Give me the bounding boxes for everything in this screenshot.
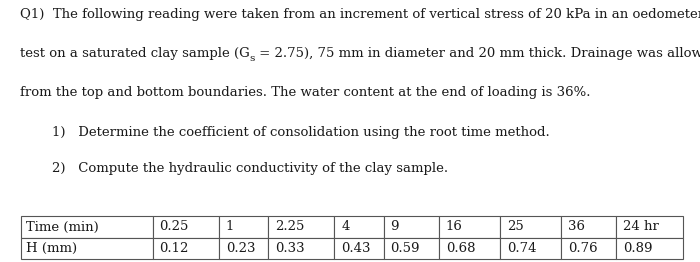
Text: Q1)  The following reading were taken from an increment of vertical stress of 20: Q1) The following reading were taken fro…	[20, 8, 700, 21]
Text: test on a saturated clay sample (G: test on a saturated clay sample (G	[20, 47, 249, 60]
Text: 4: 4	[342, 220, 350, 233]
Text: 0.89: 0.89	[623, 242, 653, 255]
Text: 9: 9	[391, 220, 399, 233]
Text: 0.25: 0.25	[160, 220, 189, 233]
Text: 2.25: 2.25	[275, 220, 304, 233]
Text: 0.33: 0.33	[275, 242, 304, 255]
Text: 24 hr: 24 hr	[623, 220, 659, 233]
Text: 0.68: 0.68	[446, 242, 475, 255]
Text: 0.74: 0.74	[507, 242, 536, 255]
Text: 1: 1	[226, 220, 234, 233]
Text: Time (min): Time (min)	[26, 220, 99, 233]
Text: 25: 25	[507, 220, 524, 233]
Text: 0.59: 0.59	[391, 242, 420, 255]
Text: 0.76: 0.76	[568, 242, 598, 255]
Text: 0.43: 0.43	[342, 242, 371, 255]
Text: 1)   Determine the coefficient of consolidation using the root time method.: 1) Determine the coefficient of consolid…	[52, 126, 550, 139]
Text: from the top and bottom boundaries. The water content at the end of loading is 3: from the top and bottom boundaries. The …	[20, 86, 590, 100]
Text: 36: 36	[568, 220, 585, 233]
Text: H (mm): H (mm)	[26, 242, 77, 255]
Text: 16: 16	[446, 220, 463, 233]
Text: = 2.75), 75 mm in diameter and 20 mm thick. Drainage was allowed: = 2.75), 75 mm in diameter and 20 mm thi…	[255, 47, 700, 60]
Text: s: s	[249, 54, 255, 63]
Text: 0.23: 0.23	[226, 242, 255, 255]
Text: 2)   Compute the hydraulic conductivity of the clay sample.: 2) Compute the hydraulic conductivity of…	[52, 162, 449, 176]
Text: 0.12: 0.12	[160, 242, 189, 255]
